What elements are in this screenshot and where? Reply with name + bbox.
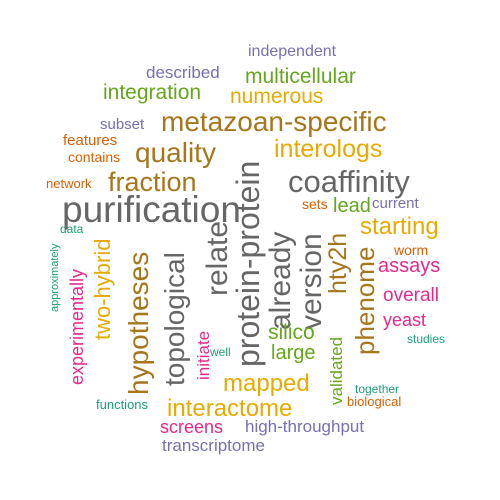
word-interologs: interologs	[274, 135, 383, 163]
word-sets: sets	[302, 196, 328, 212]
word-metazoan-specific: metazoan-specific	[161, 106, 387, 137]
word-lead: lead	[333, 195, 371, 217]
word-numerous: numerous	[230, 85, 324, 108]
word-yeast: yeast	[383, 310, 427, 330]
word-approximately: approximately	[49, 243, 61, 312]
word-protein-protein: protein-protein	[230, 160, 266, 367]
word-quality: quality	[135, 137, 216, 168]
word-large: large	[271, 342, 316, 364]
word-data: data	[60, 222, 84, 236]
word-two-hybrid: two-hybrid	[90, 238, 115, 340]
word-screens: screens	[160, 417, 224, 437]
word-coaffinity: coaffinity	[288, 164, 410, 199]
word-subset: subset	[100, 116, 145, 133]
word-studies: studies	[407, 332, 446, 346]
word-multicellular: multicellular	[245, 65, 356, 88]
word-hypotheses: hypotheses	[123, 251, 154, 395]
word-silico: silico	[268, 321, 315, 344]
word-together: together	[355, 382, 400, 396]
word-high-throughput: high-throughput	[245, 417, 365, 436]
word-hty2h: hty2h	[324, 232, 352, 294]
word-current: current	[372, 195, 419, 212]
word-assays: assays	[378, 255, 441, 277]
word-experimentally: experimentally	[67, 268, 87, 385]
word-version: version	[295, 233, 328, 330]
word-starting: starting	[360, 213, 439, 240]
word-worm: worm	[394, 242, 429, 258]
word-well: well	[210, 345, 231, 359]
word-functions: functions	[96, 397, 149, 412]
word-interactome: interactome	[167, 395, 293, 422]
word-independent: independent	[248, 43, 337, 60]
word-topological: topological	[159, 252, 190, 386]
word-validated: validated	[327, 336, 346, 405]
word-integration: integration	[103, 81, 202, 104]
word-transcriptome: transcriptome	[162, 436, 265, 455]
word-contains: contains	[68, 149, 121, 165]
word-features: features	[63, 132, 118, 149]
word-fraction: fraction	[108, 167, 197, 197]
word-network: network	[46, 176, 92, 191]
word-purification: purification	[62, 189, 241, 230]
word-already: already	[264, 231, 297, 330]
word-mapped: mapped	[223, 370, 310, 397]
word-overall: overall	[383, 285, 439, 306]
word-biological: biological	[347, 394, 402, 409]
word-phenome: phenome	[350, 246, 380, 355]
word-described: described	[146, 63, 220, 82]
word-relate: relate	[201, 220, 234, 296]
